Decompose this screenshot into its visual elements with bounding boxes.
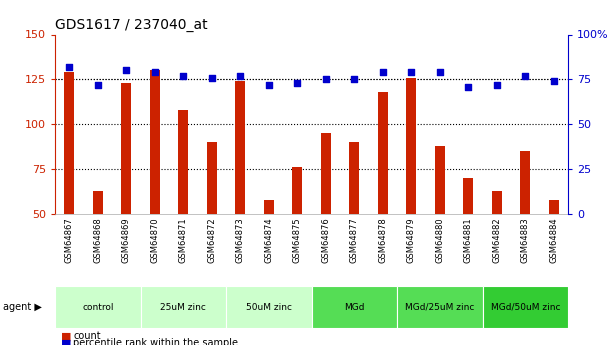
Bar xyxy=(141,286,226,328)
Text: MGd/25uM zinc: MGd/25uM zinc xyxy=(405,303,475,312)
Text: ■: ■ xyxy=(61,338,71,345)
Bar xyxy=(463,178,474,214)
Bar xyxy=(264,199,274,214)
Text: GSM64876: GSM64876 xyxy=(321,218,331,263)
Point xyxy=(549,78,559,84)
Text: GSM64872: GSM64872 xyxy=(207,218,216,263)
Text: percentile rank within the sample: percentile rank within the sample xyxy=(73,338,238,345)
Text: GSM64883: GSM64883 xyxy=(521,218,530,263)
Text: agent ▶: agent ▶ xyxy=(3,302,42,312)
Bar xyxy=(226,286,312,328)
Text: MGd/50uM zinc: MGd/50uM zinc xyxy=(491,303,560,312)
Point xyxy=(406,69,416,75)
Text: GSM64870: GSM64870 xyxy=(150,218,159,263)
Text: 50uM zinc: 50uM zinc xyxy=(246,303,292,312)
Bar xyxy=(349,142,359,214)
Bar xyxy=(292,167,302,214)
Text: GSM64873: GSM64873 xyxy=(236,218,245,263)
Text: GSM64877: GSM64877 xyxy=(350,218,359,263)
Text: GSM64879: GSM64879 xyxy=(407,218,416,263)
Bar xyxy=(378,92,388,214)
Bar xyxy=(150,70,160,214)
Text: GSM64868: GSM64868 xyxy=(93,218,102,263)
Text: GSM64867: GSM64867 xyxy=(65,218,74,263)
Point xyxy=(378,69,388,75)
Text: GSM64871: GSM64871 xyxy=(179,218,188,263)
Point xyxy=(150,69,159,75)
Bar xyxy=(178,110,188,214)
Text: GSM64875: GSM64875 xyxy=(293,218,302,263)
Bar xyxy=(435,146,445,214)
Bar xyxy=(321,133,331,214)
Text: GSM64880: GSM64880 xyxy=(436,218,444,263)
Point xyxy=(264,82,274,88)
Text: GDS1617 / 237040_at: GDS1617 / 237040_at xyxy=(55,18,208,32)
Text: ■: ■ xyxy=(61,332,71,341)
Bar xyxy=(492,190,502,214)
Bar xyxy=(549,199,559,214)
Bar xyxy=(312,286,397,328)
Bar xyxy=(521,151,530,214)
Text: MGd: MGd xyxy=(344,303,365,312)
Text: GSM64882: GSM64882 xyxy=(492,218,502,263)
Bar xyxy=(483,286,568,328)
Bar xyxy=(64,72,74,214)
Bar xyxy=(406,78,417,214)
Point xyxy=(435,69,445,75)
Bar xyxy=(397,286,483,328)
Point xyxy=(93,82,103,88)
Point xyxy=(178,73,188,79)
Text: GSM64878: GSM64878 xyxy=(378,218,387,263)
Text: 25uM zinc: 25uM zinc xyxy=(160,303,207,312)
Text: control: control xyxy=(82,303,114,312)
Point xyxy=(293,80,302,86)
Text: GSM64874: GSM64874 xyxy=(265,218,273,263)
Bar xyxy=(207,142,217,214)
Text: GSM64884: GSM64884 xyxy=(549,218,558,263)
Point xyxy=(321,77,331,82)
Bar xyxy=(93,190,103,214)
Point xyxy=(235,73,245,79)
Bar xyxy=(121,83,131,214)
Point xyxy=(122,68,131,73)
Bar xyxy=(235,81,246,214)
Text: GSM64881: GSM64881 xyxy=(464,218,473,263)
Point xyxy=(349,77,359,82)
Point xyxy=(64,64,74,70)
Point xyxy=(521,73,530,79)
Point xyxy=(207,75,217,80)
Text: GSM64869: GSM64869 xyxy=(122,218,131,263)
Text: count: count xyxy=(73,332,101,341)
Point xyxy=(492,82,502,88)
Point xyxy=(464,84,474,89)
Bar xyxy=(55,286,141,328)
